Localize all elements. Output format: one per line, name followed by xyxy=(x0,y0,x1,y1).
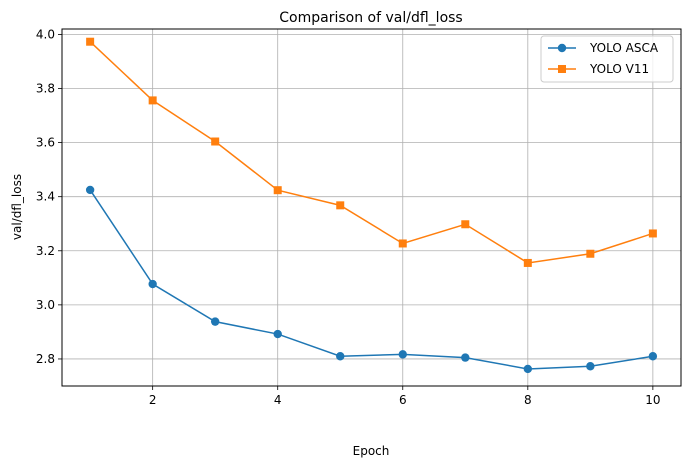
y-axis-ticks: 2.8 3.0 3.2 3.4 3.6 3.8 4.0 xyxy=(36,27,62,366)
data-point-yolo-v11 xyxy=(648,229,657,238)
series-layer xyxy=(85,37,658,374)
x-tick-label: 4 xyxy=(274,393,282,407)
y-tick-label: 3.0 xyxy=(36,298,55,312)
data-point-yolo-asca xyxy=(586,362,595,371)
legend-marker-yolo-v11 xyxy=(558,65,566,73)
data-point-yolo-v11 xyxy=(336,201,345,210)
y-tick-label: 3.6 xyxy=(36,136,55,150)
series-line-yolo-asca xyxy=(89,189,653,370)
y-tick-label: 2.8 xyxy=(36,352,55,366)
legend-label-yolo-asca: YOLO ASCA xyxy=(589,41,659,55)
data-point-yolo-v11 xyxy=(86,37,95,46)
y-tick-label: 3.8 xyxy=(36,82,55,96)
x-tick-label: 6 xyxy=(399,393,407,407)
data-point-yolo-v11 xyxy=(523,258,532,267)
x-tick-label: 2 xyxy=(149,393,157,407)
data-point-yolo-asca xyxy=(648,352,658,361)
data-point-yolo-v11 xyxy=(211,137,220,146)
data-point-yolo-asca xyxy=(398,350,407,359)
x-axis-label: Epoch xyxy=(353,444,390,458)
legend: YOLO ASCA YOLO V11 xyxy=(540,35,674,83)
legend-marker-yolo-asca xyxy=(557,43,567,53)
data-point-yolo-asca xyxy=(523,364,533,374)
y-tick-label: 3.4 xyxy=(36,190,55,204)
x-axis-ticks: 2 4 6 8 10 xyxy=(149,386,661,407)
data-point-yolo-v11 xyxy=(398,239,407,248)
data-point-yolo-v11 xyxy=(273,186,282,195)
data-point-yolo-asca xyxy=(85,185,95,195)
chart-title: Comparison of val/dfl_loss xyxy=(279,10,462,26)
x-tick-label: 8 xyxy=(524,393,532,407)
series-yolo-asca xyxy=(85,185,658,374)
y-tick-label: 3.2 xyxy=(36,244,55,258)
data-point-yolo-asca xyxy=(461,353,470,362)
data-point-yolo-asca xyxy=(148,279,157,289)
data-point-yolo-asca xyxy=(210,317,220,326)
y-tick-label: 4.0 xyxy=(36,27,55,41)
data-point-yolo-asca xyxy=(273,329,282,339)
plot-area xyxy=(61,28,682,387)
data-point-yolo-asca xyxy=(336,352,345,361)
series-yolo-v11 xyxy=(86,37,657,267)
y-axis-label: val/dfl_loss xyxy=(10,174,24,240)
grid-lines xyxy=(62,29,681,386)
data-point-yolo-v11 xyxy=(148,96,157,105)
data-point-yolo-v11 xyxy=(461,220,470,229)
series-line-yolo-v11 xyxy=(89,41,654,264)
legend-label-yolo-v11: YOLO V11 xyxy=(589,62,649,76)
data-point-yolo-v11 xyxy=(586,249,595,258)
x-tick-label: 10 xyxy=(645,393,660,407)
